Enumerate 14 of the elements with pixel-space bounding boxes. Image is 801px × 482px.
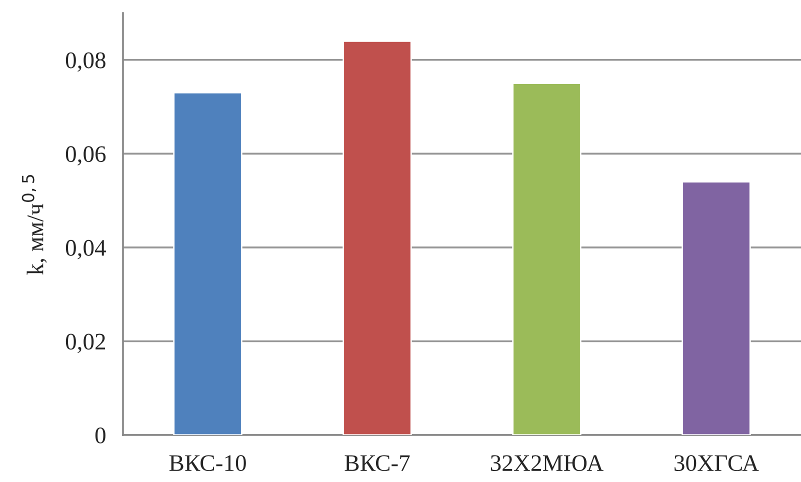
x-tick-label: 32Х2МЮА <box>490 455 604 472</box>
x-tick-label: ВКС-7 <box>344 455 410 472</box>
x-tick-label: 30ХГСА <box>674 455 759 472</box>
y-tick-label: 0,04 <box>66 240 106 260</box>
bar <box>342 40 412 435</box>
bar <box>173 92 242 435</box>
y-axis-title: k, мм/ч$^{0,5}$ <box>22 175 47 275</box>
y-tick-label: 0,06 <box>66 146 106 166</box>
y-tick-label: 0 <box>95 427 106 444</box>
y-tick-label: 0,02 <box>66 334 106 354</box>
x-tick-label: ВКС-10 <box>169 455 246 472</box>
y-tick-label: 0,08 <box>66 52 106 72</box>
bar <box>682 181 751 435</box>
bar <box>512 82 582 435</box>
